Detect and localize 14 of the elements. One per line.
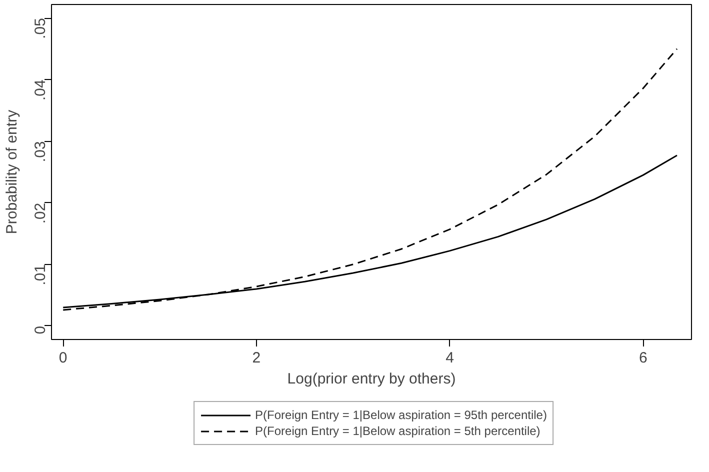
x-tick-label: 4 [446,350,454,366]
y-tick-label: .03 [32,141,49,162]
y-tick-label: .04 [32,80,49,100]
x-tick-label: 2 [252,350,261,366]
x-tick-label: 0 [58,350,68,366]
y-tick-label: .02 [32,202,49,224]
y-axis-title: Probability of entry [4,109,20,234]
y-tick-label: 0 [32,326,49,334]
y-tick-label: .05 [32,18,49,39]
legend-label: P(Foreign Entry = 1|Below aspiration = 95th percentile) [255,408,547,422]
x-tick-label: 6 [638,350,648,366]
y-tick-label: .01 [32,264,49,286]
legend-label: P(Foreign Entry = 1|Below aspiration = 5th percentile) [255,424,540,438]
x-axis-title: Log(prior entry by others) [287,370,456,388]
